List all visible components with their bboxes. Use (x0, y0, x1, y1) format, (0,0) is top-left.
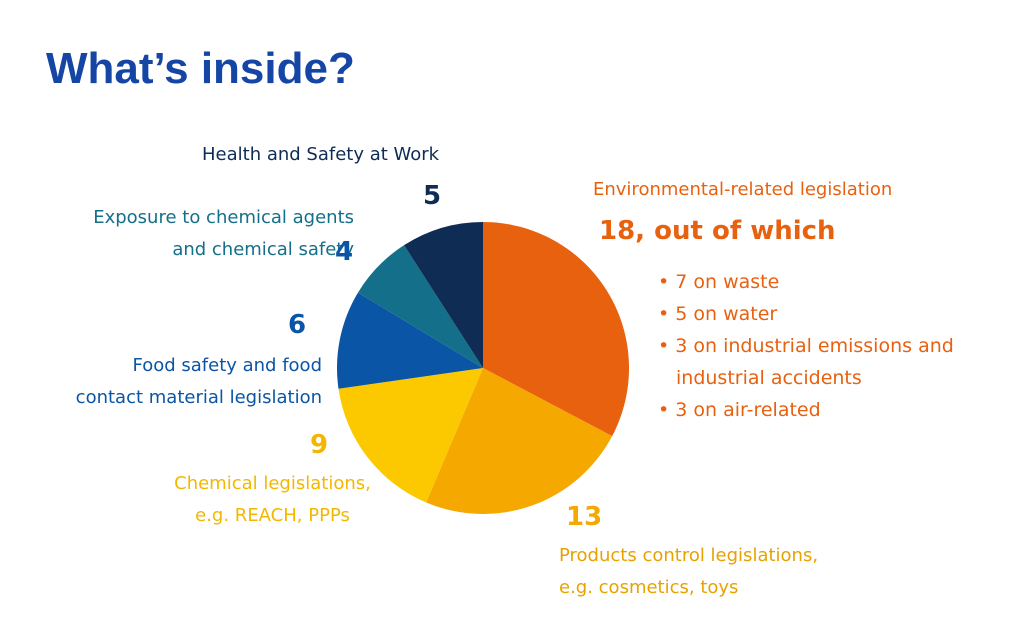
environmental-breakdown-list: • 7 on waste • 5 on water • 3 on industr… (658, 266, 954, 426)
value-food: 6 (288, 310, 307, 340)
breakdown-item-waste: • 7 on waste (658, 271, 780, 293)
label-health-safety: Health and Safety at Work (202, 144, 440, 165)
label-exposure: Exposure to chemical agents and chemical… (93, 202, 354, 266)
value-chemical: 9 (310, 430, 329, 460)
pie-slice-health (404, 222, 483, 368)
value-health-safety: 5 (423, 181, 442, 211)
label-environmental: Environmental-related legislation (593, 179, 893, 200)
pie-slice-products (426, 368, 613, 514)
pie-slice-exposure (357, 245, 483, 368)
label-exposure-line2: and chemical safety (172, 239, 354, 260)
label-chemical: Chemical legislations, e.g. REACH, PPPs (170, 468, 375, 532)
value-products: 13 (566, 502, 603, 532)
label-food: Food safety and food contact material le… (76, 350, 322, 414)
pie-slice-environmental (483, 222, 630, 437)
breakdown-item-industrial: • 3 on industrial emissions and (658, 335, 954, 357)
label-exposure-line1: Exposure to chemical agents (93, 207, 354, 228)
breakdown-item-air: • 3 on air-related (658, 399, 821, 421)
value-environmental: 18, out of which (599, 216, 836, 246)
label-chemical-line2: e.g. REACH, PPPs (195, 505, 350, 526)
breakdown-item-industrial-cont: industrial accidents (676, 367, 862, 389)
breakdown-item-water: • 5 on water (658, 303, 778, 325)
value-exposure: 4 (335, 237, 354, 267)
pie-slice-chemical (338, 368, 483, 503)
label-food-line2: contact material legislation (75, 387, 322, 408)
label-products: Products control legislations, e.g. cosm… (559, 540, 818, 604)
label-food-line1: Food safety and food (132, 355, 322, 376)
label-products-line2: e.g. cosmetics, toys (559, 577, 739, 598)
pie-slice-food (337, 292, 483, 389)
page-title: What’s inside? (46, 44, 355, 93)
label-chemical-line1: Chemical legislations, (174, 473, 371, 494)
label-products-line1: Products control legislations, (559, 545, 819, 566)
